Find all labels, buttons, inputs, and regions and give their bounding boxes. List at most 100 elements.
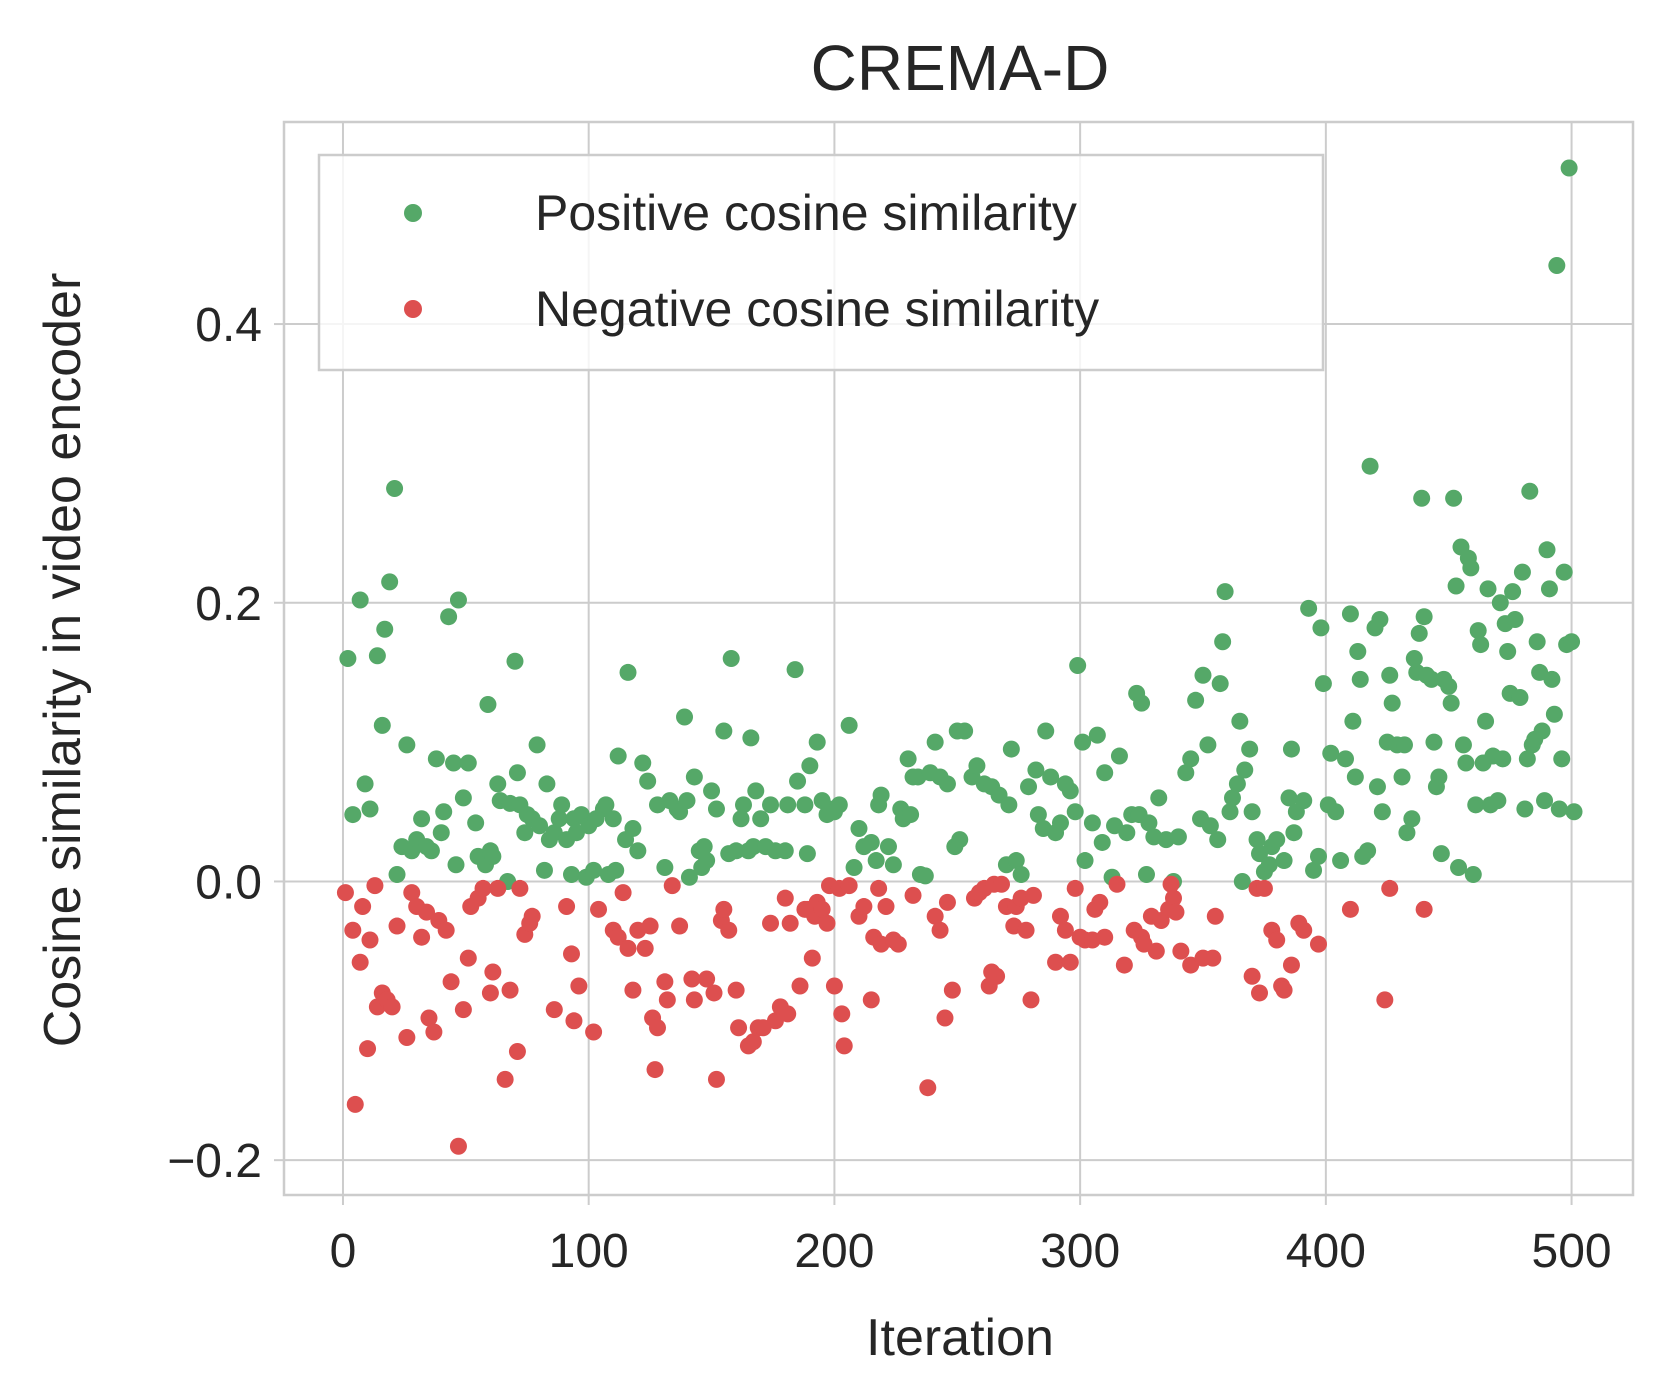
negative-point: [685, 991, 703, 1009]
positive-point: [489, 775, 507, 793]
positive-point: [798, 845, 816, 863]
positive-point: [1440, 677, 1458, 695]
positive-point: [629, 842, 647, 860]
positive-point: [432, 824, 450, 842]
positive-point: [604, 810, 622, 828]
negative-point: [403, 884, 421, 902]
negative-point: [1376, 991, 1394, 1009]
positive-point: [1565, 803, 1583, 821]
negative-point: [344, 921, 362, 939]
negative-point: [361, 931, 379, 949]
positive-point: [445, 754, 463, 772]
positive-point: [1000, 796, 1018, 814]
positive-point: [1221, 803, 1239, 821]
positive-point: [1285, 824, 1303, 842]
positive-point: [916, 867, 934, 885]
negative-point: [474, 879, 492, 897]
positive-point: [1543, 670, 1561, 688]
positive-point: [413, 810, 431, 828]
positive-point: [1236, 761, 1254, 779]
negative-point: [1024, 886, 1042, 904]
negative-point: [656, 973, 674, 991]
positive-point: [845, 859, 863, 877]
positive-point: [656, 859, 674, 877]
positive-point: [1445, 489, 1463, 507]
legend-box: [317, 153, 1325, 372]
positive-point: [398, 736, 416, 754]
positive-point: [1489, 792, 1507, 810]
negative-point: [1162, 875, 1180, 893]
negative-point: [889, 935, 907, 953]
negative-point: [1268, 931, 1286, 949]
positive-point: [1020, 778, 1038, 796]
negative-point: [671, 917, 689, 935]
negative-point: [1309, 935, 1327, 953]
negative-point: [1295, 921, 1313, 939]
negative-point: [1341, 900, 1359, 918]
negative-point: [523, 907, 541, 925]
positive-point: [1393, 768, 1411, 786]
positive-point: [1187, 691, 1205, 709]
negative-point: [398, 1029, 416, 1047]
positive-point: [1027, 761, 1045, 779]
negative-point: [1061, 953, 1079, 971]
positive-point: [1233, 872, 1251, 890]
negative-point: [1255, 879, 1273, 897]
negative-point: [383, 998, 401, 1016]
negative-point: [1047, 953, 1065, 971]
positive-point: [351, 591, 369, 609]
x-axis-ticks: 0 100 200 300 400 500: [330, 1195, 1612, 1278]
positive-point: [1548, 257, 1566, 275]
negative-point: [833, 1005, 851, 1023]
positive-point: [1337, 750, 1355, 768]
negative-point: [1415, 900, 1433, 918]
negative-point: [936, 1009, 954, 1027]
negative-point: [481, 984, 499, 1002]
negative-point: [715, 900, 733, 918]
positive-point: [388, 865, 406, 883]
negative-point: [762, 914, 780, 932]
positive-point: [1199, 736, 1217, 754]
positive-point: [1413, 489, 1431, 507]
positive-point: [1211, 675, 1229, 693]
positive-point: [459, 754, 477, 772]
negative-point: [727, 981, 745, 999]
positive-point: [1464, 865, 1482, 883]
positive-point: [1553, 750, 1571, 768]
negative-point: [624, 981, 642, 999]
positive-point: [1477, 712, 1495, 730]
y-tick-label: −0.2: [167, 1135, 262, 1188]
positive-point: [1432, 845, 1450, 863]
negative-point: [336, 884, 354, 902]
positive-point: [789, 772, 807, 790]
positive-point: [830, 796, 848, 814]
positive-point: [1479, 580, 1497, 598]
positive-point: [1368, 778, 1386, 796]
positive-point: [1150, 789, 1168, 807]
positive-point: [508, 764, 526, 782]
negative-point: [1275, 981, 1293, 999]
positive-point: [1491, 594, 1509, 612]
legend: Positive cosine similarity Negative cosi…: [317, 153, 1325, 372]
positive-point: [956, 722, 974, 740]
positive-point: [535, 861, 553, 879]
negative-point: [993, 875, 1011, 893]
positive-point: [1280, 789, 1298, 807]
positive-point: [1373, 803, 1391, 821]
negative-point: [705, 984, 723, 1002]
positive-point: [1314, 675, 1332, 693]
positive-point: [639, 772, 657, 790]
positive-point: [1182, 750, 1200, 768]
negative-point: [988, 967, 1006, 985]
positive-point: [609, 747, 627, 765]
positive-point: [801, 757, 819, 775]
positive-point: [1511, 689, 1529, 707]
positive-point: [1061, 782, 1079, 800]
positive-point: [1118, 824, 1136, 842]
positive-point: [1248, 831, 1266, 849]
positive-point: [1563, 633, 1581, 651]
series-negative: [336, 875, 1433, 1155]
negative-point: [565, 1012, 583, 1030]
legend-marker-positive: [404, 204, 422, 222]
positive-point: [762, 796, 780, 814]
